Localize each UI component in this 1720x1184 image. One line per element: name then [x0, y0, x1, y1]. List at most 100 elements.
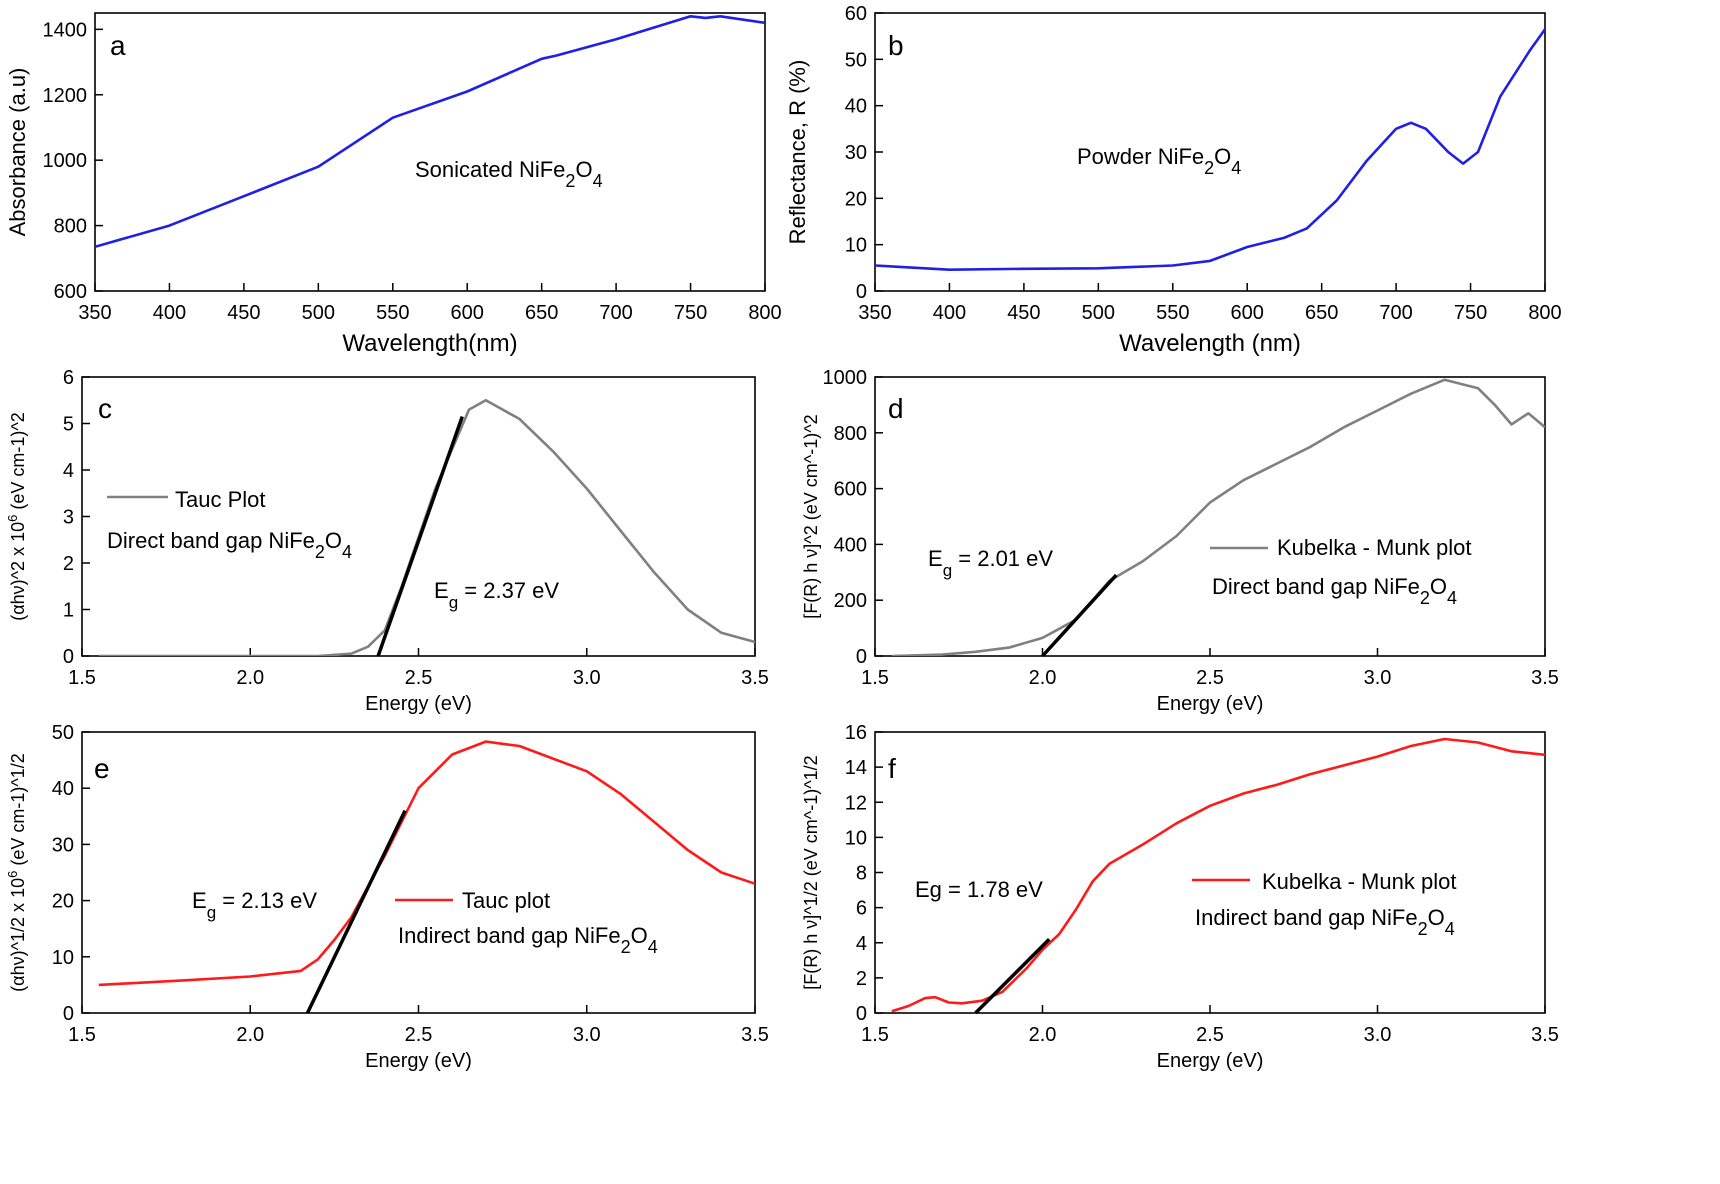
y-tick-label: 6: [856, 898, 867, 920]
x-tick-label: 2.5: [405, 667, 433, 689]
x-tick-label: 750: [1454, 302, 1487, 324]
band-gap-label: Eg = 2.01 eV: [928, 546, 1053, 580]
chart-panel-a: 350 400 450 500 550 600 650 700 750 800 600 800 1000…: [5, 12, 782, 357]
plot-frame: [874, 12, 1546, 292]
x-tick-label: 600: [1231, 302, 1264, 324]
sample-annotation: Powder NiFe2O4: [1077, 144, 1241, 178]
y-tick-label: 40: [845, 96, 867, 118]
x-tick-label: 350: [858, 302, 891, 324]
series-line: [891, 378, 1545, 656]
linear-fit-line: [376, 415, 464, 657]
y-tick-label: 12: [845, 792, 867, 814]
y-tick-label: 10: [845, 827, 867, 849]
y-tick-label: 0: [856, 281, 867, 303]
y-tick-label: 4: [63, 460, 74, 482]
linear-fit-line: [305, 809, 407, 1014]
band-gap-label: Eg = 1.78 eV: [915, 877, 1043, 902]
x-axis-label: Energy (eV): [1157, 693, 1264, 715]
legend-subtitle: Direct band gap NiFe2O4: [1212, 574, 1457, 608]
x-tick-label: 400: [153, 302, 186, 324]
x-tick-label: 3.5: [1531, 1024, 1559, 1046]
plot-frame: [874, 376, 1546, 657]
y-axis-label: (αhν)^1/2 x 106 (eV cm-1)^1/2: [5, 753, 29, 992]
x-tick-label: 500: [302, 302, 335, 324]
x-tick-label: 500: [1082, 302, 1115, 324]
series-line: [875, 28, 1545, 271]
x-tick-label: 450: [1007, 302, 1040, 324]
y-tick-label: 40: [52, 778, 74, 800]
panel-letter: d: [888, 393, 904, 424]
y-tick-label: 2: [856, 968, 867, 990]
x-tick-label: 1.5: [68, 1024, 96, 1046]
x-tick-label: 3.0: [573, 667, 601, 689]
y-tick-label: 30: [52, 834, 74, 856]
x-tick-label: 2.0: [236, 1024, 264, 1046]
legend-subtitle: Indirect band gap NiFe2O4: [398, 923, 658, 957]
x-tick-label: 800: [748, 302, 781, 324]
legend-label: Kubelka - Munk plot: [1277, 535, 1471, 560]
y-tick-label: 6: [63, 367, 74, 389]
y-tick-label: 0: [856, 646, 867, 668]
panel-letter: c: [98, 393, 112, 424]
x-tick-label: 450: [227, 302, 260, 324]
x-tick-label: 3.5: [1531, 667, 1559, 689]
sample-annotation: Sonicated NiFe2O4: [415, 157, 603, 191]
y-tick-label: 3: [63, 507, 74, 529]
x-tick-label: 700: [1379, 302, 1412, 324]
legend-subtitle: Direct band gap NiFe2O4: [107, 528, 352, 562]
x-tick-label: 1.5: [861, 1024, 889, 1046]
y-tick-label: 800: [834, 423, 867, 445]
x-axis-label: Energy (eV): [365, 693, 472, 715]
x-tick-label: 550: [376, 302, 409, 324]
x-tick-label: 650: [525, 302, 558, 324]
y-tick-label: 200: [834, 590, 867, 612]
y-tick-label: 5: [63, 414, 74, 436]
y-axis-label: Reflectance, R (%): [785, 60, 810, 245]
x-axis-label: Energy (eV): [1157, 1050, 1264, 1072]
y-tick-label: 8: [856, 863, 867, 885]
plot-frame: [81, 376, 756, 657]
chart-panel-e: 1.5 2.0 2.5 3.0 3.5 0 10 20 30 40 50 Energy (eV) (αh…: [5, 722, 769, 1072]
x-tick-label: 400: [933, 302, 966, 324]
x-axis-label: Wavelength(nm): [342, 330, 517, 357]
x-tick-label: 3.5: [741, 667, 769, 689]
x-tick-label: 2.5: [1196, 1024, 1224, 1046]
y-tick-label: 16: [845, 722, 867, 744]
x-axis-label: Energy (eV): [365, 1050, 472, 1072]
x-tick-label: 2.0: [1029, 1024, 1057, 1046]
x-tick-label: 3.5: [741, 1024, 769, 1046]
x-tick-label: 700: [599, 302, 632, 324]
y-tick-label: 1: [63, 600, 74, 622]
y-tick-label: 0: [63, 1003, 74, 1025]
x-tick-label: 650: [1305, 302, 1338, 324]
y-tick-label: 14: [845, 757, 867, 779]
y-tick-label: 4: [856, 933, 867, 955]
band-gap-label: Eg = 2.13 eV: [192, 888, 317, 922]
x-tick-label: 350: [78, 302, 111, 324]
x-axis-label: Wavelength (nm): [1119, 330, 1301, 357]
x-tick-label: 800: [1528, 302, 1561, 324]
y-tick-label: 20: [845, 188, 867, 210]
series-line: [98, 399, 755, 656]
chart-panel-f: 1.5 2.0 2.5 3.0 3.5 0 2 4 6 8 10 12 14 16 Energy (eV) […: [801, 722, 1559, 1072]
y-tick-label: 10: [845, 235, 867, 257]
x-tick-label: 600: [451, 302, 484, 324]
y-tick-label: 1000: [823, 367, 868, 389]
y-tick-label: 600: [54, 281, 87, 303]
chart-panel-c: 1.5 2.0 2.5 3.0 3.5 0 1 2 3 4 5 6 Energy (eV) (αhν)^2…: [5, 367, 769, 715]
x-tick-label: 2.5: [1196, 667, 1224, 689]
y-tick-label: 800: [54, 216, 87, 238]
y-axis-label: Absorbance (a.u): [5, 68, 30, 237]
chart-panel-b: 350 400 450 500 550 600 650 700 750 800 0 10 20 30 40 5…: [785, 3, 1562, 357]
y-tick-label: 50: [52, 722, 74, 744]
x-tick-label: 3.0: [573, 1024, 601, 1046]
x-tick-label: 550: [1156, 302, 1189, 324]
x-tick-label: 2.0: [1029, 667, 1057, 689]
legend-label: Tauc Plot: [175, 487, 266, 512]
x-tick-label: 3.0: [1364, 1024, 1392, 1046]
y-tick-label: 1200: [43, 85, 88, 107]
series-line: [891, 737, 1545, 1013]
y-tick-label: 1400: [43, 19, 88, 41]
linear-fit-line: [1041, 573, 1118, 658]
